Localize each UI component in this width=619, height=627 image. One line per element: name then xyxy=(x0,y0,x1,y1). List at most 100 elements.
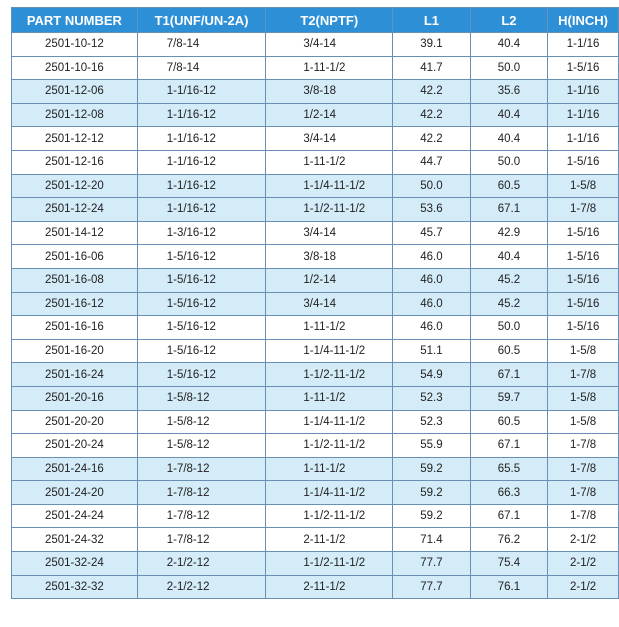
header-t1: T1(UNF/UN-2A) xyxy=(136,7,267,33)
table-row: 2501-16-16 1-5/16-12 1-11-1/2 46.0 50.0 1-5/1… xyxy=(11,315,619,340)
table-row: 2501-32-32 2-1/2-12 2-11-1/2 77.7 76.1 2-1/2 xyxy=(11,574,619,600)
t1-cell: 1-3/16-12 xyxy=(136,220,267,246)
table-row: 2501-20-24 1-5/8-12 1-1/2-11-1/2 55.9 67.1 1-… xyxy=(11,433,619,458)
t2-cell: 1-1/4-11-1/2 xyxy=(265,173,394,199)
part-number-cell: 2501-12-12 xyxy=(11,126,138,151)
part-number-cell: 2501-20-16 xyxy=(11,385,138,411)
t2-cell: 3/8-18 xyxy=(265,244,394,269)
header-h-inch: H(INCH) xyxy=(547,7,619,33)
h-inch-cell: 1-1/16 xyxy=(547,79,619,104)
part-number-cell: 2501-24-24 xyxy=(11,503,138,529)
h-inch-cell: 2-1/2 xyxy=(547,551,619,576)
t2-cell: 1-1/4-11-1/2 xyxy=(265,480,394,505)
t1-cell: 2-1/2-12 xyxy=(136,574,267,600)
l2-cell: 65.5 xyxy=(469,456,549,482)
l1-cell: 77.7 xyxy=(392,551,471,576)
t2-cell: 3/8-18 xyxy=(265,79,394,104)
t2-cell: 1/2-14 xyxy=(265,267,394,293)
l2-cell: 76.2 xyxy=(469,527,549,553)
table-row: 2501-24-16 1-7/8-12 1-11-1/2 59.2 65.5 1-7/8 xyxy=(11,456,619,482)
t1-cell: 2-1/2-12 xyxy=(136,551,267,576)
table-row: 2501-24-20 1-7/8-12 1-1/4-11-1/2 59.2 66.3 1-… xyxy=(11,480,619,505)
l1-cell: 55.9 xyxy=(392,433,471,458)
t2-cell: 3/4-14 xyxy=(265,126,394,151)
h-inch-cell: 1-7/8 xyxy=(547,433,619,458)
t2-cell: 1-1/4-11-1/2 xyxy=(265,409,394,435)
h-inch-cell: 1-5/16 xyxy=(547,149,619,175)
part-number-cell: 2501-14-12 xyxy=(11,220,138,246)
part-number-cell: 2501-16-16 xyxy=(11,315,138,340)
part-number-cell: 2501-24-20 xyxy=(11,480,138,505)
h-inch-cell: 1-7/8 xyxy=(547,456,619,482)
part-number-table: PART NUMBER T1(UNF/UN-2A) T2(NPTF) L1 L2… xyxy=(11,7,619,600)
t1-cell: 1-5/8-12 xyxy=(136,409,267,435)
t1-cell: 1-1/16-12 xyxy=(136,149,267,175)
l2-cell: 67.1 xyxy=(469,433,549,458)
t2-cell: 1-1/2-11-1/2 xyxy=(265,503,394,529)
part-number-cell: 2501-16-12 xyxy=(11,291,138,317)
t2-cell: 2-11-1/2 xyxy=(265,574,394,600)
l2-cell: 45.2 xyxy=(469,291,549,317)
part-number-cell: 2501-32-32 xyxy=(11,574,138,600)
l2-cell: 50.0 xyxy=(469,55,549,81)
table-row: 2501-16-20 1-5/16-12 1-1/4-11-1/2 51.1 60.5 1… xyxy=(11,338,619,364)
t2-cell: 1-1/2-11-1/2 xyxy=(265,362,394,387)
l1-cell: 77.7 xyxy=(392,574,471,600)
l1-cell: 52.3 xyxy=(392,409,471,435)
table-row: 2501-12-20 1-1/16-12 1-1/4-11-1/2 50.0 60.5 1… xyxy=(11,173,619,199)
table-row: 2501-12-08 1-1/16-12 1/2-14 42.2 40.4 1-1/16 xyxy=(11,102,619,128)
table-row: 2501-12-24 1-1/16-12 1-1/2-11-1/2 53.6 67.1 1… xyxy=(11,197,619,222)
t2-cell: 1-11-1/2 xyxy=(265,456,394,482)
t2-cell: 1-11-1/2 xyxy=(265,315,394,340)
table-row: 2501-16-08 1-5/16-12 1/2-14 46.0 45.2 1-5/16 xyxy=(11,267,619,293)
table-row: 2501-12-16 1-1/16-12 1-11-1/2 44.7 50.0 1-5/1… xyxy=(11,149,619,175)
t1-cell: 1-1/16-12 xyxy=(136,126,267,151)
part-number-cell: 2501-12-24 xyxy=(11,197,138,222)
table-row: 2501-20-16 1-5/8-12 1-11-1/2 52.3 59.7 1-5/8 xyxy=(11,385,619,411)
l2-cell: 40.4 xyxy=(469,126,549,151)
l1-cell: 39.1 xyxy=(392,32,471,57)
l1-cell: 46.0 xyxy=(392,291,471,317)
table-row: 2501-24-32 1-7/8-12 2-11-1/2 71.4 76.2 2-1/2 xyxy=(11,527,619,553)
part-number-cell: 2501-16-06 xyxy=(11,244,138,269)
t2-cell: 3/4-14 xyxy=(265,291,394,317)
t2-cell: 3/4-14 xyxy=(265,220,394,246)
t2-cell: 1/2-14 xyxy=(265,102,394,128)
h-inch-cell: 1-5/8 xyxy=(547,173,619,199)
l1-cell: 59.2 xyxy=(392,456,471,482)
l1-cell: 46.0 xyxy=(392,244,471,269)
l2-cell: 67.1 xyxy=(469,362,549,387)
part-number-cell: 2501-10-12 xyxy=(11,32,138,57)
t1-cell: 1-7/8-12 xyxy=(136,456,267,482)
h-inch-cell: 2-1/2 xyxy=(547,574,619,600)
table-row: 2501-32-24 2-1/2-12 1-1/2-11-1/2 77.7 75.4 2-… xyxy=(11,551,619,576)
l1-cell: 46.0 xyxy=(392,267,471,293)
header-part-number: PART NUMBER xyxy=(11,7,138,33)
t1-cell: 1-5/16-12 xyxy=(136,291,267,317)
part-number-cell: 2501-24-32 xyxy=(11,527,138,553)
t1-cell: 7/8-14 xyxy=(136,55,267,81)
l1-cell: 59.2 xyxy=(392,480,471,505)
l2-cell: 60.5 xyxy=(469,338,549,364)
t1-cell: 1-1/16-12 xyxy=(136,79,267,104)
t1-cell: 1-1/16-12 xyxy=(136,102,267,128)
t2-cell: 1-11-1/2 xyxy=(265,149,394,175)
t1-cell: 1-1/16-12 xyxy=(136,197,267,222)
l2-cell: 67.1 xyxy=(469,503,549,529)
h-inch-cell: 1-5/8 xyxy=(547,338,619,364)
header-l1: L1 xyxy=(392,7,471,33)
part-number-cell: 2501-12-20 xyxy=(11,173,138,199)
t1-cell: 1-5/8-12 xyxy=(136,433,267,458)
l2-cell: 60.5 xyxy=(469,409,549,435)
l1-cell: 54.9 xyxy=(392,362,471,387)
t2-cell: 1-1/4-11-1/2 xyxy=(265,338,394,364)
l2-cell: 66.3 xyxy=(469,480,549,505)
t2-cell: 1-1/2-11-1/2 xyxy=(265,551,394,576)
l1-cell: 71.4 xyxy=(392,527,471,553)
t2-cell: 2-11-1/2 xyxy=(265,527,394,553)
part-number-cell: 2501-20-24 xyxy=(11,433,138,458)
part-number-cell: 2501-16-08 xyxy=(11,267,138,293)
t1-cell: 1-7/8-12 xyxy=(136,527,267,553)
part-number-cell: 2501-12-08 xyxy=(11,102,138,128)
l2-cell: 40.4 xyxy=(469,102,549,128)
